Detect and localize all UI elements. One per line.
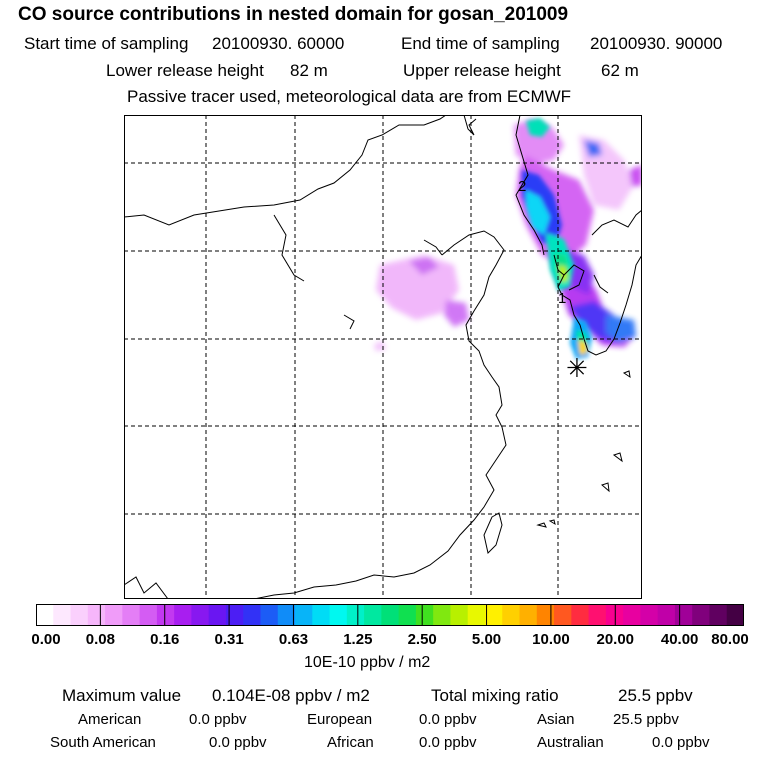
colorbar-swatch: [692, 604, 710, 626]
colorbar-swatch: [502, 604, 521, 626]
tracer-note: Passive tracer used, meteorological data…: [127, 87, 572, 106]
receptor-star-icon: ✳: [566, 354, 588, 384]
total-mixing-label: Total mixing ratio: [431, 686, 559, 705]
colorbar-swatch: [640, 604, 659, 626]
colorbar-swatch: [105, 604, 123, 626]
colorbar-swatch: [623, 604, 641, 626]
region-value: 25.5 ppbv: [613, 711, 679, 728]
colorbar-swatch: [156, 604, 175, 626]
colorbar-swatch: [605, 604, 624, 626]
trajectory-marker-1: 1: [558, 290, 566, 307]
colorbar-tick-label: 20.00: [596, 631, 635, 648]
region-name: European: [307, 711, 373, 728]
colorbar-tick-label: 1.25: [343, 631, 373, 648]
region-name: South American: [50, 734, 156, 751]
colorbar-swatch: [657, 604, 676, 626]
lat-lon-grid: [124, 115, 642, 599]
colorbar-swatch: [398, 604, 417, 626]
region-value: 0.0 ppbv: [189, 711, 247, 728]
region-value: 0.0 ppbv: [419, 711, 477, 728]
region-name: Australian: [537, 734, 604, 751]
colorbar-swatch: [122, 604, 141, 626]
colorbar-tick-label: 80.00: [711, 631, 749, 648]
coastlines: [123, 114, 643, 600]
colorbar-swatch: [674, 604, 693, 626]
map-frame: [124, 115, 642, 599]
colorbar-swatch: [191, 604, 210, 626]
colorbar-swatch: [174, 604, 192, 626]
colorbar-swatch: [467, 604, 486, 626]
colorbar-swatch: [346, 604, 365, 626]
colorbar-swatch: [433, 604, 451, 626]
colorbar-tick-label: 2.50: [407, 631, 437, 648]
colorbar-swatch: [554, 604, 572, 626]
end-time-label: End time of sampling: [401, 34, 560, 53]
colorbar-swatch: [450, 604, 469, 626]
colorbar-swatch: [415, 604, 434, 626]
colorbar-swatch: [225, 604, 244, 626]
colorbar-tick-label: 0.31: [214, 631, 244, 648]
colorbar-tick-label: 40.00: [660, 631, 699, 648]
colorbar-swatch: [536, 604, 555, 626]
colorbar-swatch: [243, 604, 261, 626]
colorbar-swatch: [36, 604, 54, 626]
max-value: 0.104E-08 ppbv / m2: [212, 686, 370, 705]
map-svg: 2 1 ✳: [123, 114, 643, 600]
colorbar-swatch: [726, 604, 744, 626]
colorbar: [36, 604, 744, 626]
map-panel: 2 1 ✳: [123, 114, 643, 600]
colorbar-tick-label: 0.00: [31, 631, 61, 648]
colorbar-swatch: [571, 604, 590, 626]
max-value-label: Maximum value: [62, 686, 182, 705]
end-time-value: 20100930. 90000: [590, 34, 723, 53]
colorbar-swatch: [709, 604, 728, 626]
colorbar-swatch: [329, 604, 348, 626]
colorbar-tick-label: 0.08: [85, 631, 115, 648]
colorbar-swatch: [295, 604, 313, 626]
upper-height-value: 62 m: [601, 61, 639, 80]
colorbar-swatch: [53, 604, 72, 626]
colorbar-tick-label: 0.16: [150, 631, 180, 648]
region-name: American: [78, 711, 142, 728]
region-value: 0.0 ppbv: [209, 734, 267, 751]
colorbar-units: 10E-10 ppbv / m2: [304, 654, 431, 671]
colorbar-swatch: [70, 604, 89, 626]
colorbar-tick-label: 5.00: [471, 631, 502, 648]
colorbar-tick-label: 10.00: [532, 631, 570, 648]
lower-height-value: 82 m: [290, 61, 328, 80]
colorbar-swatch: [87, 604, 106, 626]
colorbar-swatch: [364, 604, 382, 626]
colorbar-swatch: [588, 604, 607, 626]
region-value: 0.0 ppbv: [652, 734, 710, 751]
region-value: 0.0 ppbv: [419, 734, 477, 751]
region-name: African: [327, 734, 374, 751]
colorbar-swatch: [381, 604, 400, 626]
plot-title: CO source contributions in nested domain…: [18, 4, 569, 25]
lower-height-label: Lower release height: [106, 61, 264, 80]
colorbar-swatch: [260, 604, 279, 626]
colorbar-swatch: [312, 604, 331, 626]
trajectory-marker-2: 2: [518, 178, 526, 195]
upper-height-label: Upper release height: [403, 61, 561, 80]
region-name: Asian: [537, 711, 575, 728]
concentration-plume: [374, 118, 642, 359]
start-time-value: 20100930. 60000: [212, 34, 345, 53]
colorbar-swatch: [519, 604, 538, 626]
colorbar-swatch: [277, 604, 296, 626]
colorbar-tick-label: 0.63: [278, 631, 309, 648]
total-mixing-value: 25.5 ppbv: [618, 686, 693, 705]
colorbar-swatch: [208, 604, 227, 626]
colorbar-swatch: [484, 604, 503, 626]
colorbar-frame: [36, 604, 744, 626]
start-time-label: Start time of sampling: [24, 34, 189, 53]
colorbar-swatch: [139, 604, 158, 626]
